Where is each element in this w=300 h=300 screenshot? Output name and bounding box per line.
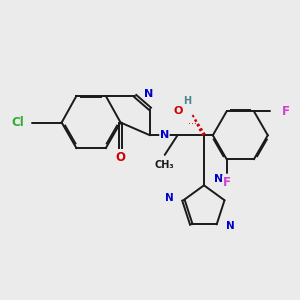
Text: Cl: Cl (12, 116, 24, 129)
Text: F: F (281, 105, 290, 118)
Text: O: O (116, 152, 126, 164)
Text: H: H (183, 96, 191, 106)
Text: O: O (174, 106, 183, 116)
Text: N: N (165, 193, 174, 203)
Text: ···: ··· (188, 119, 197, 129)
Text: F: F (223, 176, 231, 189)
Text: N: N (144, 89, 153, 99)
Text: CH₃: CH₃ (155, 160, 175, 170)
Text: N: N (226, 221, 235, 231)
Text: N: N (214, 174, 223, 184)
Text: N: N (160, 130, 169, 140)
